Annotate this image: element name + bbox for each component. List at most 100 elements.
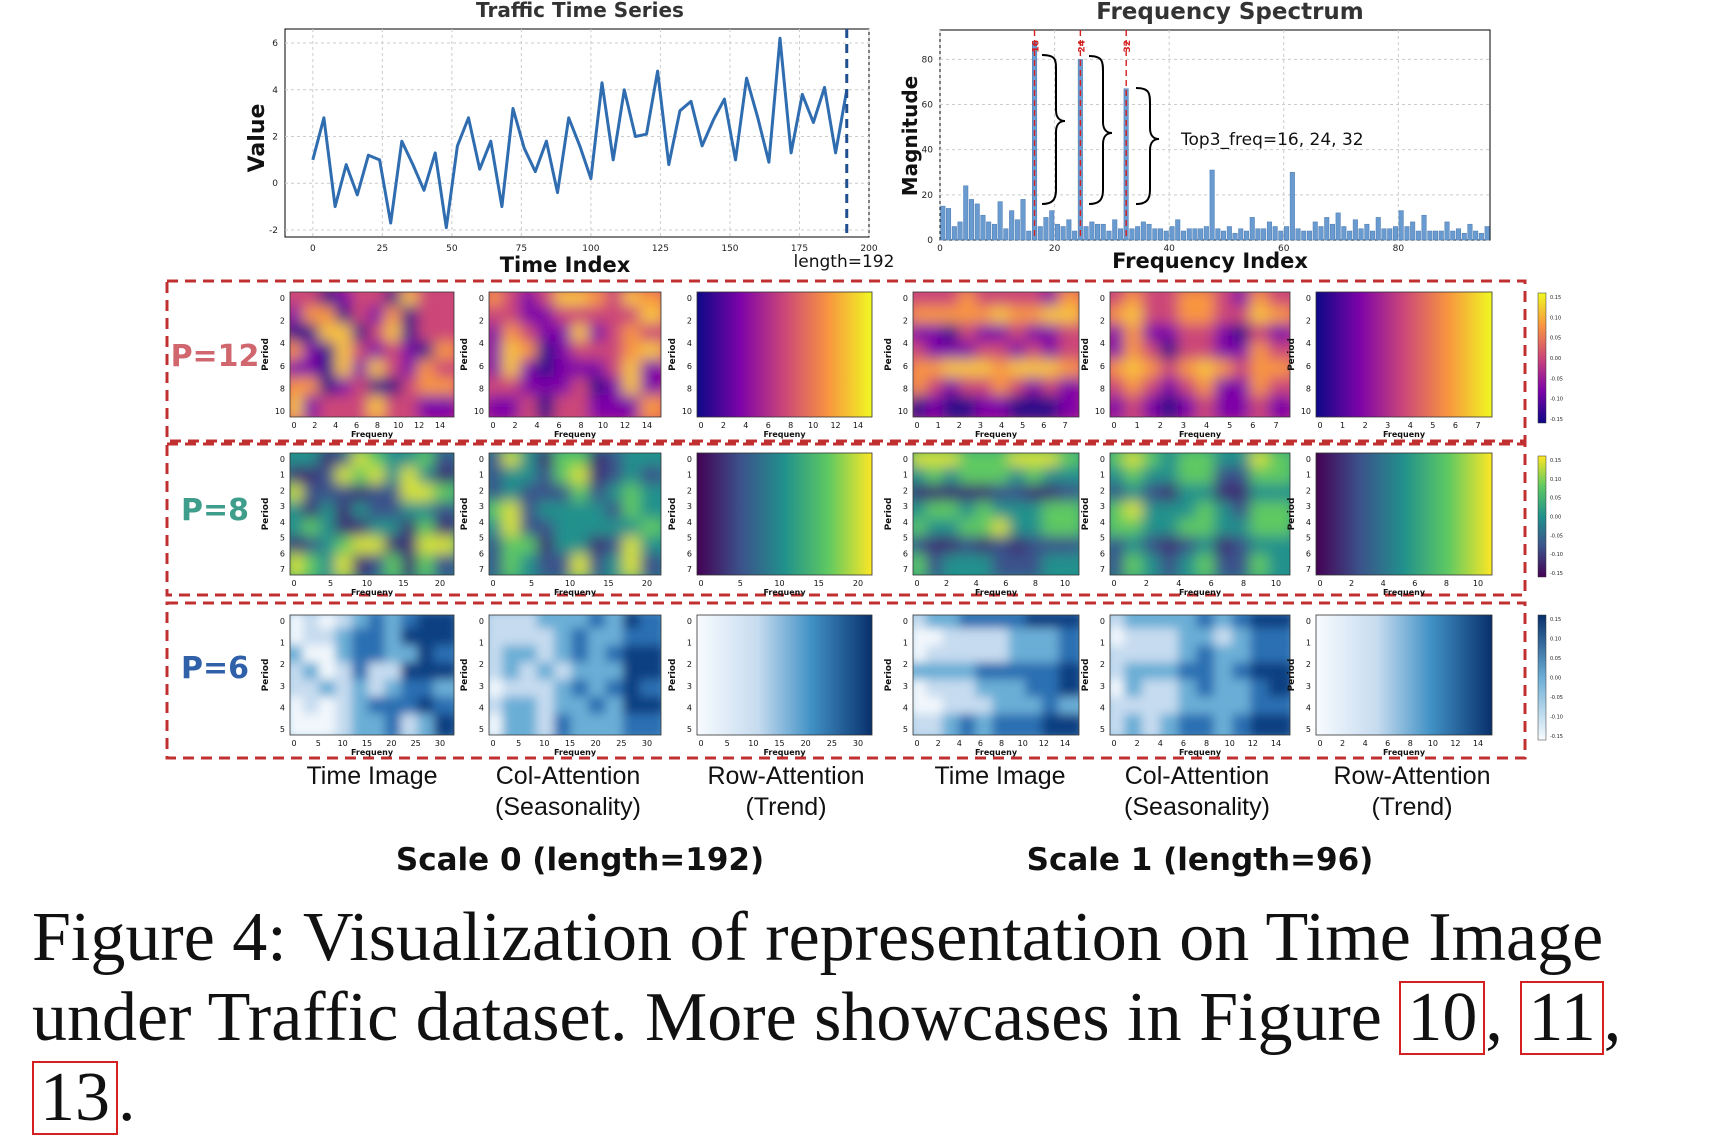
trend-heatmap	[1316, 615, 1492, 735]
panel-y-tick: 1	[903, 471, 908, 480]
panel-x-tick: 15	[603, 579, 613, 588]
panel-y-tick: 0	[479, 294, 484, 303]
texture-heatmap	[489, 615, 661, 735]
figure-ref-10[interactable]: 10	[1399, 981, 1486, 1055]
heatmap-panel: 0 2 4 6 8 10 0 1 2 3 4 5 6 7 Frequeny Period	[1287, 291, 1493, 439]
panel-y-tick: 4	[1306, 518, 1311, 527]
spectrum-bar	[1261, 228, 1267, 241]
panel-x-tick: 8	[375, 421, 380, 430]
figure-ref-11[interactable]: 11	[1520, 981, 1604, 1055]
figure-ref-13[interactable]: 13	[32, 1061, 118, 1135]
panel-y-tick: 6	[903, 362, 908, 371]
spectrum-bar	[1438, 230, 1444, 241]
panel-y-tick: 3	[1100, 682, 1105, 691]
spectrum-bar	[1054, 223, 1060, 241]
panel-x-tick: 3	[1181, 421, 1186, 430]
panel-x-tick: 10	[1018, 739, 1028, 748]
spectrum-bar	[1152, 228, 1158, 241]
spectrum-bar	[1284, 226, 1290, 241]
panel-x-tick: 12	[620, 421, 630, 430]
panel-x-tick: 2	[1158, 421, 1163, 430]
panel-x-tick: 25	[411, 739, 421, 748]
panel-y-tick: 6	[1306, 549, 1311, 558]
spectrum-bar	[1135, 226, 1141, 241]
panel-y-tick: 10	[682, 407, 692, 416]
spectrum-bar	[1117, 228, 1123, 241]
panel-x-tick: 1	[936, 421, 941, 430]
colorbar-tick: -0.15	[1550, 734, 1563, 740]
panel-y-tick: 2	[903, 486, 908, 495]
top3-annotation: Top3_freq=16, 24, 32	[1180, 130, 1364, 150]
panel-y-tick: 3	[1100, 502, 1105, 511]
panel-xlabel: Frequeny	[1179, 430, 1222, 439]
heatmap-cell	[1268, 395, 1290, 417]
panel-x-tick: 8	[1408, 739, 1413, 748]
y-tick-label: -2	[269, 226, 278, 236]
panel-x-tick: 20	[386, 739, 396, 748]
column-sublabel-trend-s1: (Trend)	[1371, 793, 1452, 821]
panel-x-tick: 0	[291, 421, 296, 430]
panel-x-tick: 4	[1204, 421, 1209, 430]
colorbar-tick: 0.10	[1550, 477, 1561, 483]
panel-x-tick: 30	[853, 739, 863, 748]
texture-heatmap	[913, 292, 1079, 417]
colorbar-tick: -0.10	[1550, 397, 1563, 403]
panel-y-tick: 2	[280, 486, 285, 495]
spectrum-bar	[1427, 230, 1433, 241]
panel-x-tick: 4	[534, 421, 539, 430]
panel-ylabel: Period	[261, 659, 271, 692]
panel-y-tick: 6	[687, 362, 692, 371]
time-series-ticks: 0 25 50 75 100 125 150 175 200 -2 0 2 4 6	[269, 39, 878, 254]
spectrum-bar	[1289, 172, 1295, 241]
panel-ylabel: Period	[884, 498, 894, 531]
spectrum-bar	[1014, 219, 1020, 241]
panel-x-tick: 20	[801, 739, 811, 748]
colorbar-tick: 0.05	[1550, 336, 1561, 342]
panel-x-tick: 2	[936, 739, 941, 748]
panel-x-tick: 4	[1363, 739, 1368, 748]
panel-xlabel: Frequeny	[763, 748, 806, 757]
spectrum-bar	[1238, 228, 1244, 241]
figure-canvas: Traffic Time Series 0 25 50 75 100 125 150 175 2…	[165, 0, 1563, 878]
panel-x-tick: 0	[914, 421, 919, 430]
heatmap-panel: 0 2 4 6 8 10 0 2 4 6 8 10 12 14 Frequeny Period	[460, 291, 662, 439]
spectrum-bar	[1026, 230, 1032, 241]
panel-border	[696, 291, 873, 418]
spectrum-bar	[1404, 226, 1410, 241]
colorbar-tick: -0.10	[1550, 552, 1563, 558]
spectrum-bar	[1180, 230, 1186, 241]
heatmap-cell	[433, 395, 454, 417]
heatmap-panel: 0 2 4 6 8 10 0 1 2 3 4 5 6 7 Frequeny Period	[1081, 291, 1291, 439]
y-tick-label: 80	[922, 55, 934, 65]
panel-y-tick: 3	[280, 682, 285, 691]
panel-ylabel: Period	[668, 338, 678, 371]
panel-x-tick: 3	[978, 421, 983, 430]
panel-y-tick: 2	[1306, 486, 1311, 495]
colorbar-tick: 0.05	[1550, 496, 1561, 502]
panel-x-tick: 0	[1111, 739, 1116, 748]
x-tick-label: 80	[1393, 244, 1405, 254]
panel-xlabel: Frequeny	[975, 588, 1018, 597]
spectrum-bar	[1358, 228, 1364, 241]
spectrum-bar	[1307, 230, 1313, 241]
panel-y-tick: 4	[280, 518, 285, 527]
colorbar-tick: 0.15	[1550, 295, 1561, 301]
panel-y-tick: 5	[1100, 725, 1105, 734]
spectrum-bar	[1410, 221, 1416, 241]
x-tick-label: 125	[652, 244, 669, 254]
spectrum-bar	[1203, 226, 1209, 241]
panel-x-tick: 2	[1363, 421, 1368, 430]
spectrum-bar	[1278, 230, 1284, 241]
panel-x-tick: 5	[516, 739, 521, 748]
panel-x-tick: 10	[1271, 579, 1281, 588]
panel-y-tick: 4	[1306, 339, 1311, 348]
length-cutoff-label: length=192	[794, 252, 895, 272]
panel-x-tick: 5	[316, 739, 321, 748]
x-tick-label: 25	[377, 244, 388, 254]
panel-y-tick: 2	[1100, 660, 1105, 669]
panel-y-tick: 7	[479, 565, 484, 574]
